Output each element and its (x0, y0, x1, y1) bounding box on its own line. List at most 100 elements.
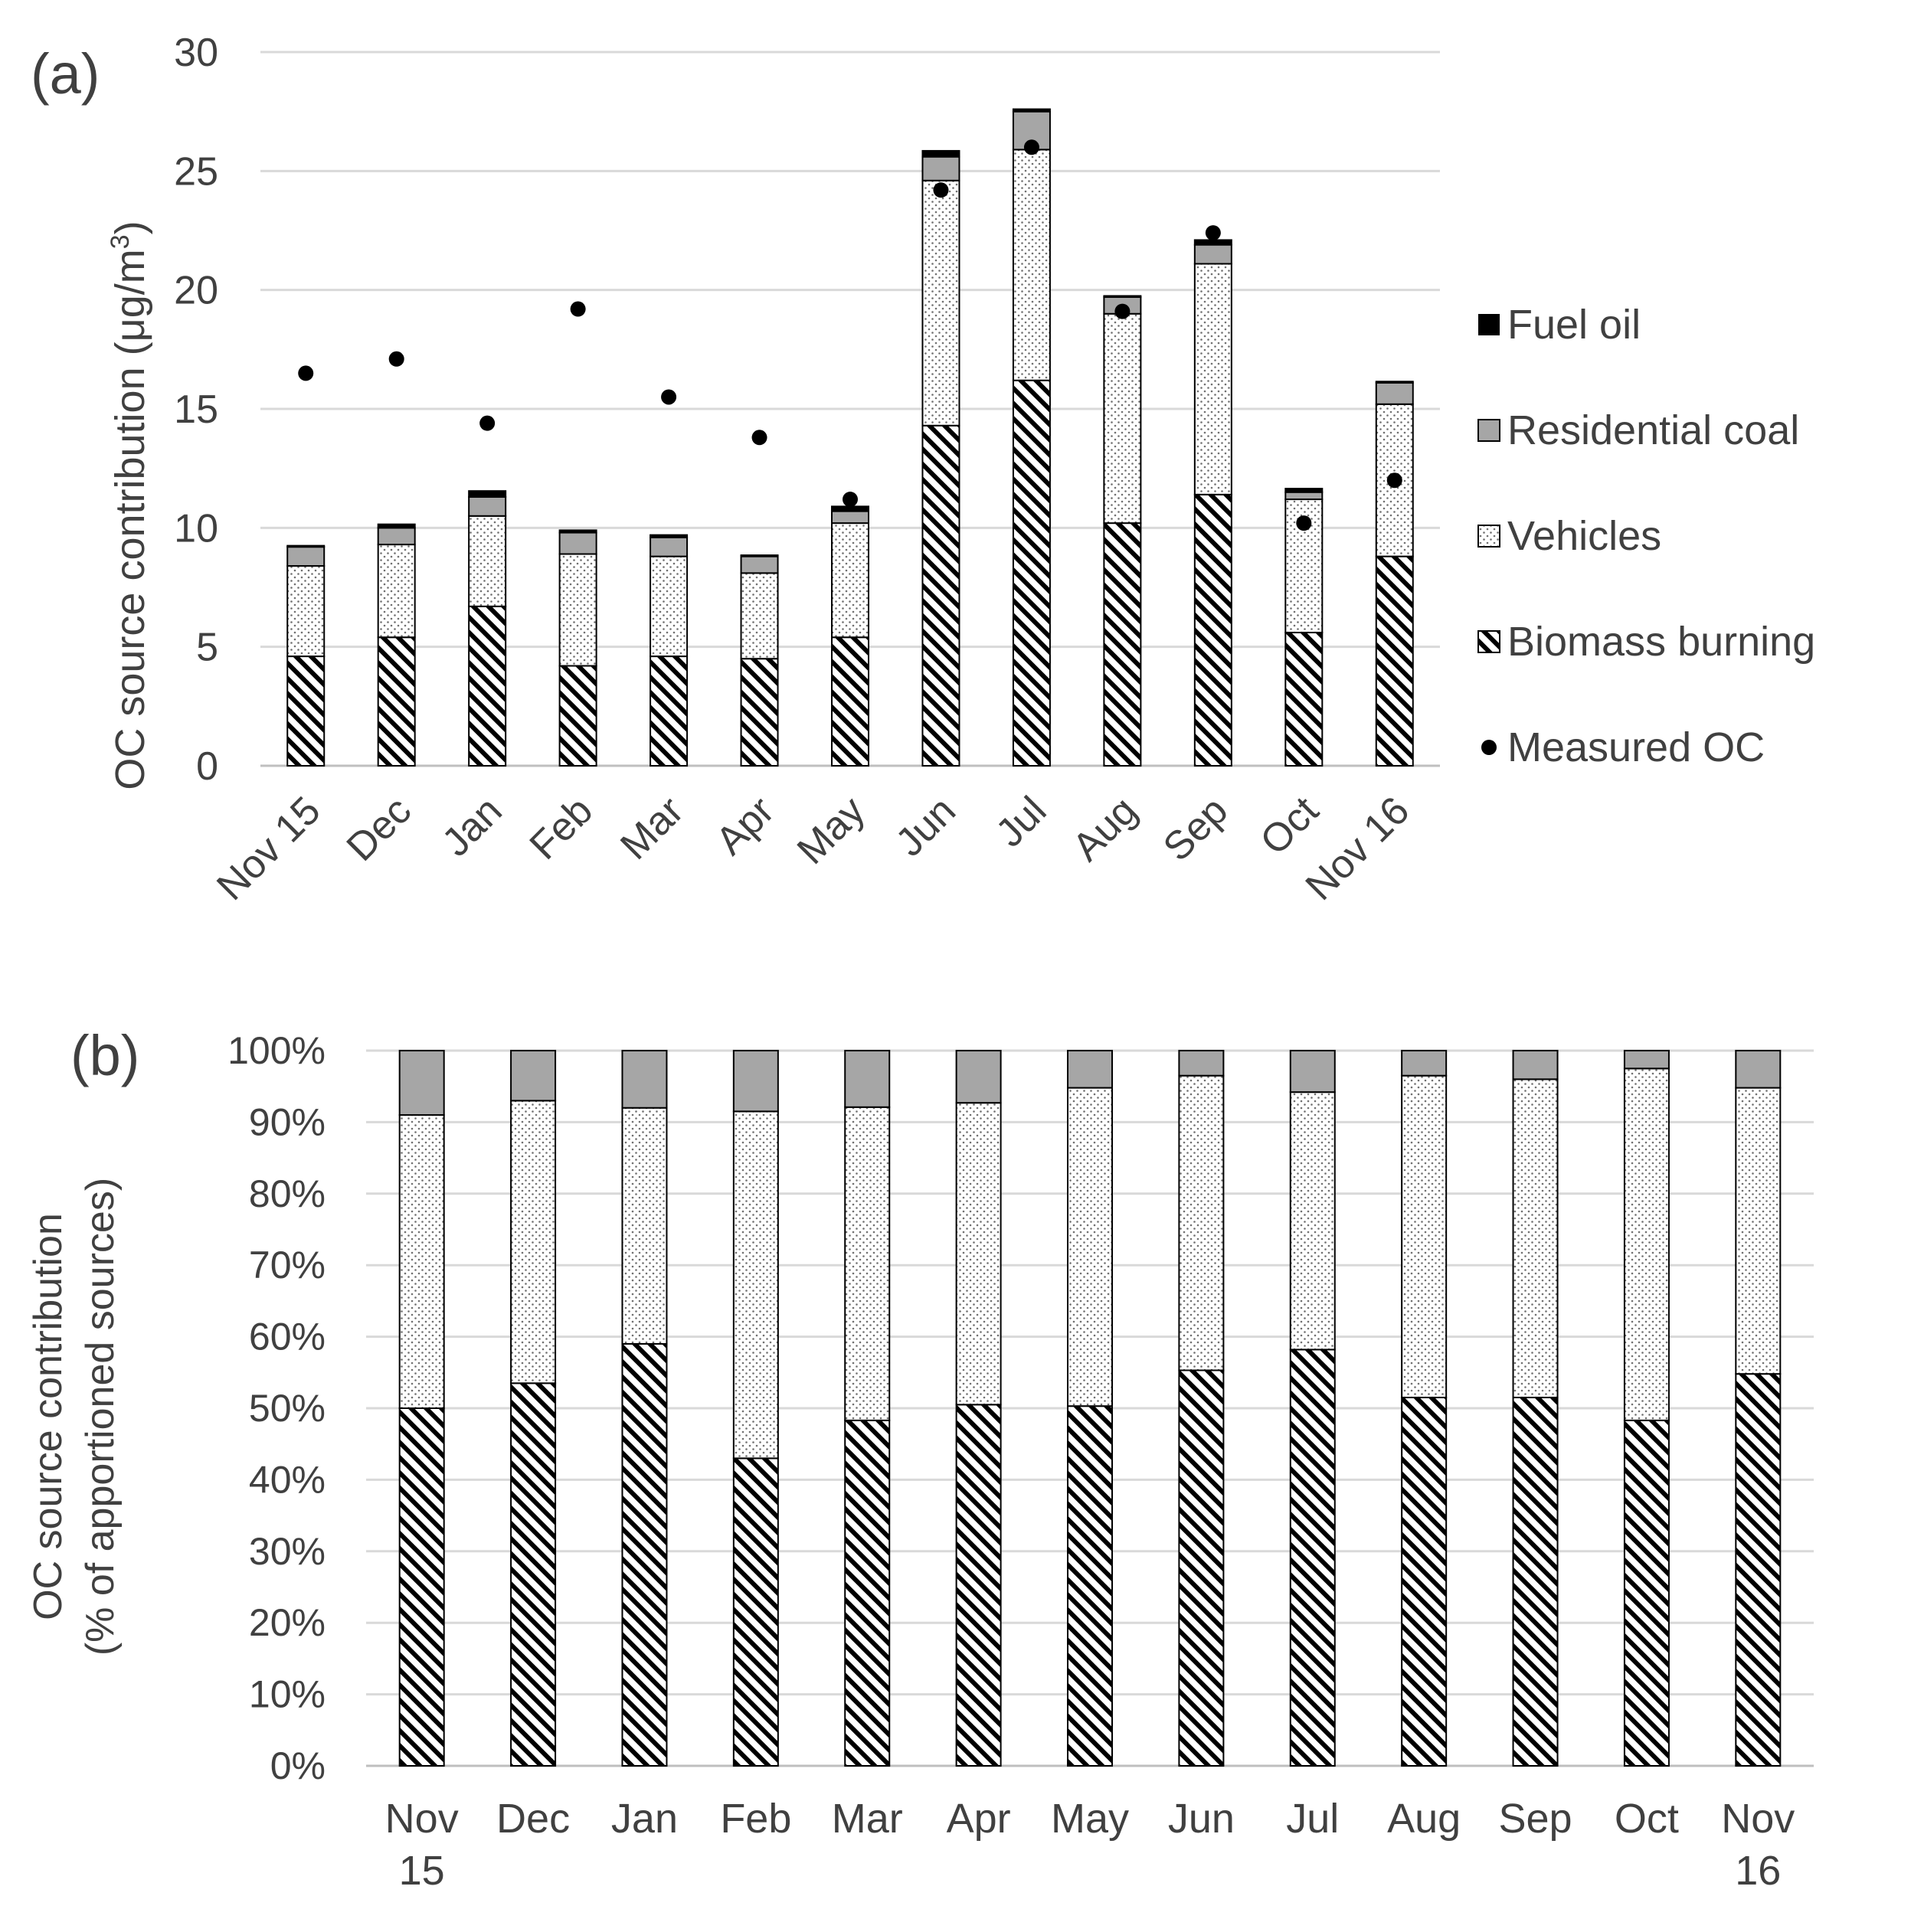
panel-b-x-tick-label: Mar (832, 1796, 903, 1842)
panel-a-bar-fuel-oil-feb (558, 529, 597, 534)
panel-b-bar-vehicles-feb (732, 1110, 779, 1460)
panel-a-x-tick-label: Mar (612, 788, 692, 868)
panel-b-bar-biomass-burning-jul (1289, 1348, 1336, 1767)
panel-b-bar-biomass-burning-sep (1512, 1396, 1559, 1767)
panel-b-bar-biomass-burning-nov-15 (398, 1407, 445, 1767)
panel-a-y-tick-label: 30 (174, 31, 218, 75)
panel-a-bar-fuel-oil-sep (1193, 239, 1232, 246)
panel-a-bar-fuel-oil-jun (921, 149, 960, 158)
panel-a-bar-residential-coal-mar (650, 536, 689, 557)
panel-a-bar-biomass-burning-jul (1012, 379, 1051, 767)
panel-a-y-axis-label-superscript: 3 (106, 234, 135, 249)
legend-label-fuel-oil: Fuel oil (1507, 302, 1641, 348)
panel-a-bar-biomass-burning-dec (377, 636, 416, 767)
panel-a-measured-oc-point-nov-15 (298, 365, 314, 381)
panel-a-measured-oc-point-dec (388, 351, 404, 367)
panel-a-measured-oc-point-jan (479, 415, 496, 431)
panel-a-bar-vehicles-apr (740, 572, 779, 660)
panel-b-y-tick-label: 90% (249, 1100, 326, 1143)
panel-b-bar-biomass-burning-oct (1623, 1419, 1670, 1767)
panel-a-bar-vehicles-nov-15 (286, 565, 326, 658)
panel-b-x-tick-label: 16 (1735, 1848, 1781, 1894)
panel-b-bar-biomass-burning-feb (732, 1457, 779, 1767)
panel-b-label: (b) (70, 1024, 139, 1087)
panel-b-x-tick-label: 15 (399, 1848, 445, 1894)
panel-b-x-tick-label: Apr (947, 1796, 1011, 1842)
panel-a-bar-residential-coal-nov-15 (286, 546, 326, 567)
panel-b-bar-vehicles-jan (621, 1107, 668, 1345)
panel-b-bar-residential-coal-sep (1512, 1050, 1559, 1080)
legend: Fuel oil Residential coal Vehicles Bioma… (1477, 302, 1815, 770)
panel-b-bar-vehicles-sep (1512, 1078, 1559, 1398)
panel-a-bar-fuel-oil-nov-15 (286, 544, 326, 548)
panel-b-bar-vehicles-apr (955, 1102, 1002, 1406)
panel-a-bar-biomass-burning-feb (558, 665, 597, 767)
panel-a-bar-vehicles-jan (468, 515, 507, 607)
panel-a-x-tick-label: Jun (888, 788, 964, 865)
panel-b-bar-vehicles-aug (1401, 1074, 1448, 1398)
panel-a-bar-vehicles-mar (650, 555, 689, 658)
panel-b-y-tick-label: 40% (249, 1458, 326, 1501)
legend-item-vehicles: Vehicles (1477, 513, 1661, 559)
panel-a-bar-fuel-oil-dec (377, 523, 416, 529)
panel-a-bar-residential-coal-nov-16 (1375, 381, 1414, 405)
panel-a-bar-biomass-burning-oct (1284, 632, 1324, 767)
panel-a-x-tick-label: Feb (522, 788, 601, 868)
panel-b: (b) 0% 10% 20% 30% 40% 50% 60% 70% 80% 90% 100% No… (26, 1024, 1814, 1894)
panel-a-bar-fuel-oil-may (831, 505, 869, 512)
panel-b-bar-residential-coal-dec (510, 1050, 557, 1102)
panel-a-x-tick-label: Nov 15 (208, 788, 329, 909)
panel-a-bar-residential-coal-may (831, 510, 869, 525)
panel-a-bar-residential-coal-sep (1193, 244, 1232, 265)
panel-a-measured-oc-point-aug (1114, 303, 1131, 319)
panel-a-measured-oc-point-feb (570, 301, 586, 317)
panel-b-bar-vehicles-jun (1178, 1074, 1225, 1371)
panel-b-y-tick-label: 60% (249, 1316, 326, 1358)
panel-a-measured-oc-point-apr (751, 430, 767, 446)
panel-a-bar-biomass-burning-sep (1193, 493, 1232, 767)
panel-b-x-tick-label: Aug (1387, 1796, 1461, 1842)
panel-b-y-tick-label: 10% (249, 1673, 326, 1716)
panel-b-y-tick-label: 50% (249, 1387, 326, 1430)
panel-a-bar-fuel-oil-mar (650, 534, 689, 538)
panel-a-y-tick-label: 5 (196, 626, 218, 670)
panel-b-bar-residential-coal-apr (955, 1050, 1002, 1104)
panel-b-x-tick-label: Jan (611, 1796, 678, 1842)
panel-a-bar-vehicles-feb (558, 553, 597, 667)
panel-a-y-tick-label: 20 (174, 269, 218, 313)
panel-a-x-tick-label: Sep (1155, 788, 1236, 869)
panel-b-bar-vehicles-nov-16 (1735, 1087, 1782, 1375)
panel-b-y-ticks: 0% 10% 20% 30% 40% 50% 60% 70% 80% 90% 100% (227, 1029, 326, 1787)
legend-swatch-biomass-burning (1477, 630, 1500, 653)
panel-a-bar-fuel-oil-jan (468, 490, 507, 498)
panel-b-bar-biomass-burning-jun (1178, 1369, 1225, 1767)
panel-a-bar-residential-coal-apr (740, 555, 779, 574)
panel-a-label: (a) (31, 42, 100, 106)
panel-b-x-ticks: Nov 15 Dec Jan Feb Mar Apr May Jun Jul Aug Sep Oct No… (385, 1796, 1795, 1894)
panel-a-measured-oc-point-sep (1205, 225, 1221, 241)
panel-b-bar-biomass-burning-nov-16 (1735, 1373, 1782, 1767)
panel-b-bar-residential-coal-aug (1401, 1050, 1448, 1077)
panel-a-bar-biomass-burning-jun (921, 424, 960, 767)
panel-a-measured-oc-point-oct (1296, 515, 1312, 531)
panel-b-bar-residential-coal-jan (621, 1050, 668, 1109)
panel-b-bar-vehicles-nov-15 (398, 1114, 445, 1410)
panel-a-y-tick-label: 25 (174, 149, 218, 194)
panel-a-y-tick-label: 0 (196, 744, 218, 789)
panel-a-bar-vehicles-jun (921, 179, 960, 427)
panel-a-bar-biomass-burning-nov-15 (286, 655, 326, 767)
panel-a-y-tick-label: 10 (174, 506, 218, 551)
panel-b-x-tick-label: Oct (1615, 1796, 1679, 1842)
panel-a-bar-fuel-oil-jul (1012, 108, 1051, 113)
legend-marker-measured-oc (1481, 740, 1497, 755)
legend-item-biomass-burning: Biomass burning (1477, 619, 1815, 665)
panel-a: (a) 0 5 10 15 20 25 30 Nov 15 Dec Jan Feb Mar Apr Ma… (31, 31, 1815, 909)
panel-a-bar-fuel-oil-oct (1284, 488, 1324, 493)
panel-a-bar-vehicles-aug (1103, 312, 1142, 525)
panel-a-bar-biomass-burning-aug (1103, 522, 1142, 767)
panel-b-y-tick-label: 80% (249, 1172, 326, 1215)
panel-a-x-tick-label: Apr (708, 788, 783, 863)
panel-b-x-tick-label: Feb (720, 1796, 791, 1842)
panel-b-bar-residential-coal-mar (844, 1050, 891, 1108)
panel-b-bar-biomass-burning-aug (1401, 1396, 1448, 1767)
